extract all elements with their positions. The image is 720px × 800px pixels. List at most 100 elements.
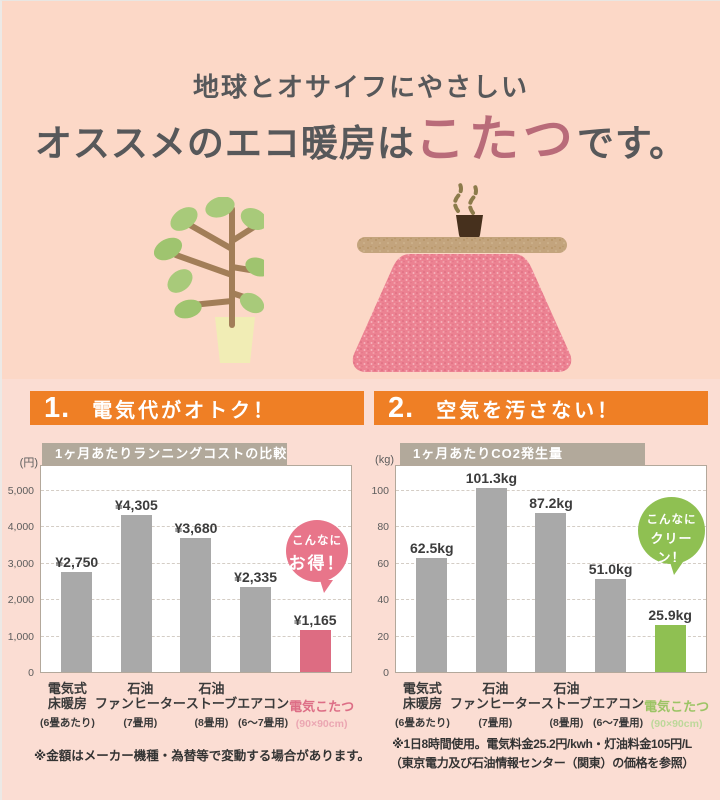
co2-chart-bars: 62.5kg 101.3kg 87.2kg 51.0kg 25.9kg bbox=[396, 466, 706, 672]
co2-chart-unit: (kg) bbox=[375, 454, 394, 466]
y-tick-label: 2,000 bbox=[7, 594, 34, 607]
bar-value-label: 101.3kg bbox=[465, 469, 518, 486]
bar-value-label: 51.0kg bbox=[588, 561, 633, 578]
bar bbox=[595, 579, 627, 672]
co2-footnote: ※1日8時間使用。電気料金25.2円/kwh・灯油料金105円/L （東京電力及… bbox=[366, 735, 718, 773]
cost-chart-title: 1ヶ月あたりランニングコストの比較 bbox=[42, 443, 287, 465]
x-label: 電気式 床暖房 (6畳あたり) bbox=[395, 681, 450, 729]
clean-badge: こんなに クリーン！ bbox=[638, 497, 705, 575]
bar-value-label: ¥4,305 bbox=[114, 497, 158, 514]
kotatsu-blanket-icon bbox=[352, 254, 572, 372]
y-tick-label: 40 bbox=[377, 594, 389, 607]
bar-column: 25.9kg bbox=[648, 466, 692, 672]
bar-column: ¥2,750 bbox=[55, 466, 98, 672]
section-1-number: 1. bbox=[44, 391, 71, 424]
y-tick-label: 4,000 bbox=[7, 521, 34, 534]
gridline bbox=[41, 490, 351, 491]
y-tick-label: 80 bbox=[377, 521, 389, 534]
bar bbox=[654, 624, 686, 672]
co2-chart-yaxis: 100 80 60 40 20 0 bbox=[349, 467, 389, 679]
x-label-kotatsu: 電気こたつ (90×90cm) bbox=[644, 698, 710, 730]
x-label-kotatsu: 電気こたつ (90×90cm) bbox=[289, 698, 355, 730]
teacup-icon bbox=[456, 215, 483, 240]
cost-chart-plot: ¥2,750 ¥4,305 ¥3,680 ¥2,335 ¥1,165 bbox=[41, 466, 351, 672]
bar-value-label: ¥3,680 bbox=[174, 520, 218, 537]
plant-leaves-icon bbox=[154, 197, 264, 319]
bar bbox=[475, 487, 507, 672]
y-tick-label: 5,000 bbox=[7, 485, 34, 497]
kotatsu-tabletop-icon bbox=[357, 237, 567, 253]
kotatsu-illustration bbox=[352, 179, 572, 372]
cost-chart-unit: (円) bbox=[19, 457, 38, 469]
bar-column: ¥4,305 bbox=[115, 466, 158, 672]
cost-chart-yaxis: 5,000 4,000 3,000 2,000 1,000 0 bbox=[2, 467, 34, 679]
co2-chart-plot: 62.5kg 101.3kg 87.2kg 51.0kg 25.9kg bbox=[396, 466, 706, 672]
y-tick-label: 60 bbox=[377, 557, 389, 570]
savings-badge-line1: こんなに bbox=[292, 535, 342, 547]
y-tick-label: 0 bbox=[383, 667, 389, 679]
bar bbox=[180, 538, 212, 672]
bar bbox=[61, 571, 93, 672]
main-title-accent: こたつ bbox=[414, 111, 577, 167]
y-tick-label: 0 bbox=[28, 667, 34, 679]
co2-chart-title: 1ヶ月あたりCO2発生量 bbox=[400, 443, 645, 465]
x-label: 石油 ファンヒーター (7畳用) bbox=[449, 681, 541, 729]
bar bbox=[416, 558, 448, 672]
bar-column: ¥2,335 bbox=[234, 466, 277, 672]
co2-chart-xaxis: 電気式 床暖房 (6畳あたり) 石油 ファンヒーター (7畳用) 石油 ストーブ… bbox=[395, 681, 710, 730]
main-title-prefix: オススメのエコ暖房は bbox=[34, 124, 415, 165]
co2-footnote-line2: （東京電力及び石油情報センター（関東）の価格を参照） bbox=[389, 756, 695, 771]
y-tick-label: 20 bbox=[377, 630, 389, 643]
x-label: 石油 ストーブ (8畳用) bbox=[540, 681, 593, 729]
gridline bbox=[41, 526, 351, 528]
steam-icon bbox=[453, 179, 478, 215]
savings-badge: こんなに お得！ bbox=[286, 520, 348, 593]
bar-column: ¥3,680 bbox=[175, 466, 217, 672]
section-1-header: 1. 電気代がオトク！ bbox=[30, 391, 364, 425]
bar-value-label: ¥1,165 bbox=[293, 611, 337, 628]
co2-chart: 100 80 60 40 20 0 62.5kg 101.3kg 87.2kg 51.0k… bbox=[371, 465, 707, 679]
bar-column: ¥1,165 bbox=[294, 466, 337, 672]
bar-value-label: ¥2,335 bbox=[234, 569, 277, 586]
bar-value-label: 62.5kg bbox=[410, 540, 454, 557]
x-label: エアコン (6～7畳用) bbox=[237, 695, 290, 729]
cost-chart: 5,000 4,000 3,000 2,000 1,000 0 ¥2,750 ¥4,305… bbox=[8, 465, 352, 679]
bar bbox=[299, 629, 331, 672]
x-label: 石油 ファンヒーター (7畳用) bbox=[94, 681, 186, 729]
bar bbox=[120, 515, 152, 672]
bar-column: 101.3kg bbox=[466, 466, 517, 672]
bar-column: 51.0kg bbox=[589, 466, 632, 672]
bar bbox=[240, 587, 272, 672]
x-label: エアコン (6～7畳用) bbox=[592, 695, 645, 729]
y-tick-label: 3,000 bbox=[7, 557, 34, 570]
plant-pot-icon bbox=[215, 317, 255, 363]
x-label: 石油 ストーブ (8畳用) bbox=[185, 681, 238, 729]
bar-value-label: 25.9kg bbox=[648, 606, 692, 623]
plant-illustration bbox=[154, 197, 264, 363]
page-subtitle: 地球とオサイフにやさしい bbox=[192, 73, 529, 102]
bar-column: 87.2kg bbox=[529, 466, 573, 672]
bar-column: 62.5kg bbox=[410, 466, 454, 672]
page-title: 地球とオサイフにやさしい オススメのエコ暖房はこたつです。 bbox=[2, 67, 720, 171]
gridline bbox=[396, 490, 706, 491]
y-tick-label: 1,000 bbox=[7, 630, 34, 643]
cost-chart-xaxis: 電気式 床暖房 (6畳あたり) 石油 ファンヒーター (7畳用) 石油 ストーブ… bbox=[40, 681, 355, 730]
section-1-title: 電気代がオトク！ bbox=[92, 399, 277, 422]
section-2-header: 2. 空気を汚さない！ bbox=[374, 391, 708, 425]
section-2-number: 2. bbox=[388, 391, 415, 424]
clean-badge-line1: こんなに bbox=[646, 514, 697, 526]
bar-value-label: ¥2,750 bbox=[55, 553, 99, 570]
main-title-suffix: です。 bbox=[576, 124, 688, 165]
cost-chart-bars: ¥2,750 ¥4,305 ¥3,680 ¥2,335 ¥1,165 bbox=[41, 466, 351, 672]
x-label: 電気式 床暖房 (6畳あたり) bbox=[40, 681, 95, 729]
clean-badge-line2: クリーン！ bbox=[650, 531, 693, 565]
cost-footnote: ※金額はメーカー機種・為替等で変動する場合があります。 bbox=[34, 749, 370, 763]
bar-value-label: 87.2kg bbox=[529, 495, 573, 512]
main-title: オススメのエコ暖房はこたつです。 bbox=[2, 108, 720, 171]
co2-footnote-line1: ※1日8時間使用。電気料金25.2円/kwh・灯油料金105円/L bbox=[392, 737, 692, 751]
bar bbox=[535, 513, 567, 672]
savings-badge-line2: お得！ bbox=[288, 554, 346, 573]
y-tick-label: 100 bbox=[371, 485, 389, 497]
section-2-title: 空気を汚さない！ bbox=[436, 399, 621, 422]
